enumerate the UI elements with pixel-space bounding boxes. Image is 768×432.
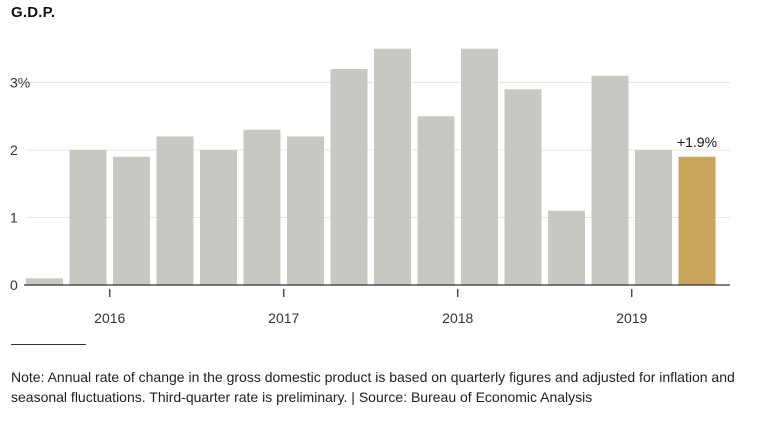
data-labels: +1.9% (677, 134, 717, 150)
y-axis-tick-labels: 0 1 2 3% (10, 75, 30, 294)
bar (69, 150, 107, 285)
bar (548, 210, 585, 285)
bar (200, 150, 237, 285)
x-tick-label: 2017 (268, 310, 299, 326)
chart-title: G.D.P. (11, 4, 56, 21)
bar (461, 48, 498, 285)
highlight-value-label: +1.9% (677, 134, 717, 150)
bar (591, 75, 629, 285)
bar (156, 136, 194, 285)
y-tick-label: 3% (10, 75, 30, 91)
x-axis-tick-labels: 2016 2017 2018 2019 (94, 310, 647, 326)
bar (113, 156, 150, 285)
bar (417, 116, 455, 285)
bar (635, 150, 672, 285)
bar-highlighted (678, 156, 716, 285)
bar (287, 136, 324, 285)
bar (504, 89, 542, 285)
x-tick-label: 2019 (616, 310, 647, 326)
bars (26, 48, 716, 285)
note-divider (11, 344, 86, 345)
chart-note: Note: Annual rate of change in the gross… (11, 369, 735, 405)
y-tick-label: 1 (10, 210, 18, 226)
bar (330, 69, 368, 285)
bar (26, 278, 63, 285)
gdp-bar-chart: 0 1 2 3% 2016 2017 2018 2019 +1.9% (10, 48, 730, 326)
x-axis (24, 284, 730, 297)
bar (374, 48, 411, 285)
y-tick-label: 2 (10, 142, 18, 158)
y-tick-label: 0 (10, 277, 18, 293)
bar (243, 129, 281, 285)
x-tick-label: 2016 (94, 310, 125, 326)
x-tick-label: 2018 (442, 310, 473, 326)
